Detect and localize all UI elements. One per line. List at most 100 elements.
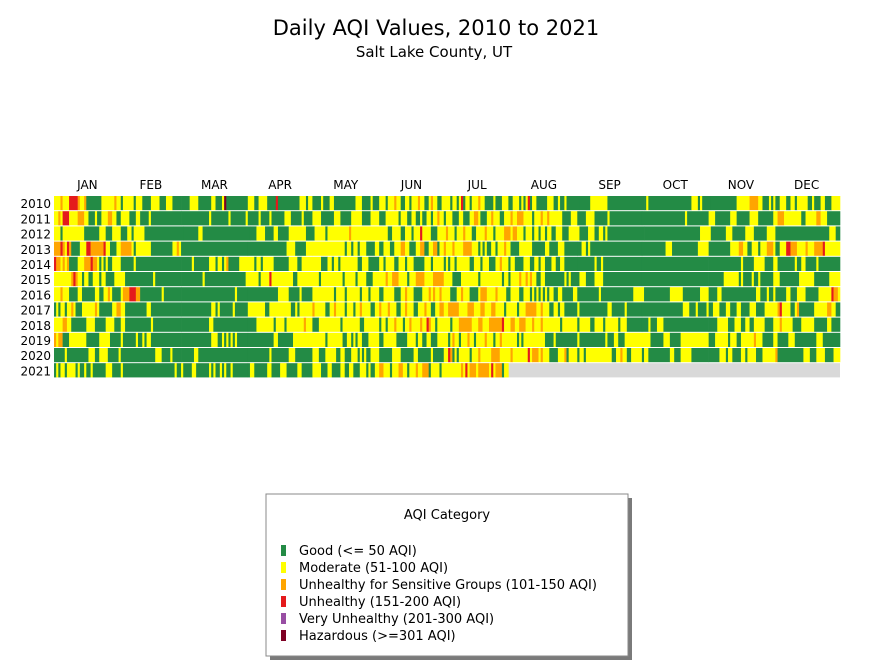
aqi-day-cell — [497, 287, 507, 302]
aqi-day-cell — [217, 332, 223, 347]
aqi-day-cell — [439, 302, 445, 317]
aqi-day-cell — [538, 287, 541, 302]
aqi-day-cell — [301, 211, 305, 226]
aqi-day-cell — [437, 196, 442, 211]
aqi-day-cell — [590, 196, 608, 211]
aqi-day-cell — [756, 302, 765, 317]
aqi-day-cell — [405, 317, 410, 332]
aqi-day-cell — [519, 287, 524, 302]
aqi-day-cell — [641, 211, 686, 226]
aqi-day-cell — [585, 211, 595, 226]
aqi-day-cell — [549, 287, 554, 302]
month-label: MAR — [201, 178, 228, 192]
aqi-day-cell — [669, 332, 681, 347]
aqi-day-cell — [562, 211, 572, 226]
aqi-day-cell — [818, 287, 832, 302]
aqi-day-cell — [325, 226, 328, 241]
aqi-day-cell — [549, 302, 554, 317]
legend: AQI Category Good (<= 50 AQI) Moderate (5… — [265, 493, 632, 660]
aqi-day-cell — [398, 211, 402, 226]
aqi-day-cell — [62, 256, 66, 271]
aqi-day-cell — [338, 256, 341, 271]
aqi-day-cell — [510, 226, 513, 241]
aqi-day-cell — [525, 226, 533, 241]
aqi-day-cell — [303, 211, 313, 226]
aqi-day-cell — [700, 196, 703, 211]
aqi-day-cell — [327, 256, 333, 271]
aqi-day-cell — [745, 317, 750, 332]
aqi-day-cell — [133, 256, 137, 271]
aqi-day-cell — [521, 332, 524, 347]
aqi-day-cell — [260, 256, 264, 271]
aqi-day-cell — [594, 256, 597, 271]
aqi-day-cell — [814, 302, 828, 317]
aqi-day-cell — [760, 287, 768, 302]
aqi-day-cell — [424, 272, 434, 287]
aqi-day-cell — [211, 332, 218, 347]
aqi-day-cell — [598, 226, 604, 241]
aqi-day-cell — [288, 226, 307, 241]
aqi-day-cell — [301, 256, 313, 271]
aqi-day-cell — [359, 241, 367, 256]
aqi-day-cell — [648, 196, 692, 211]
aqi-day-cell — [764, 317, 774, 332]
aqi-day-cell — [510, 348, 513, 363]
aqi-day-cell — [312, 287, 335, 302]
aqi-day-cell — [476, 332, 485, 347]
aqi-day-cell — [357, 348, 361, 363]
aqi-day-cell — [557, 302, 561, 317]
aqi-day-cell — [508, 256, 511, 271]
aqi-day-cell — [75, 272, 78, 287]
legend-title: AQI Category — [404, 508, 491, 523]
aqi-day-cell — [753, 272, 759, 287]
aqi-day-cell — [295, 241, 307, 256]
aqi-day-cell — [708, 302, 714, 317]
aqi-day-cell — [450, 196, 453, 211]
aqi-day-cell — [777, 332, 789, 347]
aqi-day-cell — [607, 211, 610, 226]
month-label: FEB — [140, 178, 163, 192]
aqi-day-cell — [603, 226, 606, 241]
aqi-day-cell — [579, 302, 608, 317]
aqi-day-cell — [488, 256, 496, 271]
aqi-day-cell — [245, 211, 249, 226]
aqi-day-cell — [467, 302, 475, 317]
aqi-day-cell — [286, 241, 296, 256]
aqi-day-cell — [312, 256, 322, 271]
aqi-day-cell — [273, 332, 279, 347]
aqi-day-cell — [452, 348, 455, 363]
aqi-day-cell — [706, 302, 709, 317]
aqi-day-cell — [226, 332, 229, 347]
aqi-day-cell — [122, 196, 134, 211]
aqi-day-cell — [417, 302, 425, 317]
aqi-day-cell — [463, 287, 470, 302]
aqi-day-cell — [54, 272, 72, 287]
aqi-day-cell — [249, 226, 257, 241]
aqi-day-cell — [398, 256, 406, 271]
aqi-day-cell — [501, 272, 505, 287]
aqi-day-cell — [708, 317, 718, 332]
aqi-day-cell — [344, 287, 348, 302]
aqi-day-cell — [392, 272, 399, 287]
year-label: 2020 — [20, 349, 51, 363]
aqi-day-cell — [456, 196, 460, 211]
aqi-day-cell — [417, 332, 423, 347]
aqi-day-cell — [532, 348, 539, 363]
aqi-day-cell — [112, 302, 117, 317]
aqi-day-cell — [450, 256, 455, 271]
aqi-day-cell — [58, 332, 63, 347]
aqi-day-cell — [740, 256, 744, 271]
aqi-day-cell — [150, 211, 182, 226]
aqi-day-cell — [297, 363, 302, 378]
aqi-day-cell — [779, 317, 783, 332]
aqi-day-cell — [247, 272, 259, 287]
aqi-day-cell — [305, 241, 313, 256]
aqi-day-cell — [450, 348, 453, 363]
aqi-day-cell — [756, 348, 763, 363]
aqi-day-cell — [256, 317, 274, 332]
aqi-day-cell — [682, 302, 690, 317]
aqi-day-cell — [94, 317, 106, 332]
aqi-day-cell — [286, 363, 298, 378]
aqi-day-cell — [415, 241, 421, 256]
aqi-day-cell — [529, 272, 533, 287]
